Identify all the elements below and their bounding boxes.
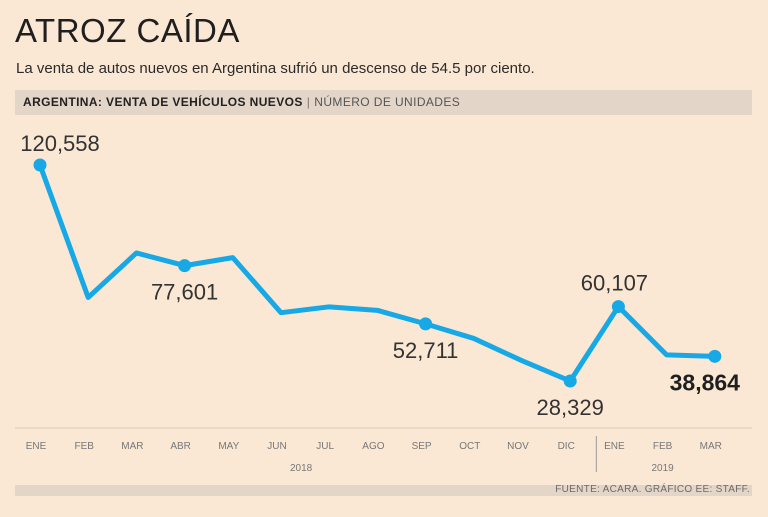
data-label: 77,601	[151, 280, 218, 305]
data-point-marker	[419, 317, 433, 331]
data-label: 38,864	[670, 369, 741, 395]
page-subtitle: La venta de autos nuevos en Argentina su…	[16, 60, 535, 77]
data-point-marker	[611, 300, 625, 314]
data-point-marker	[563, 374, 577, 388]
series-line	[37, 162, 718, 384]
x-tick-label: OCT	[459, 441, 480, 452]
data-point-marker	[708, 349, 722, 363]
x-tick-label: DIC	[558, 441, 575, 452]
x-tick-label: AGO	[362, 441, 384, 452]
data-label: 28,329	[537, 395, 604, 420]
chart-header-label: ARGENTINA: VENTA DE VEHÍCULOS NUEVOS	[23, 95, 303, 109]
x-tick-label: NOV	[507, 441, 529, 452]
x-tick-label: MAR	[121, 441, 143, 452]
x-axis: ENE FEB MAR ABR MAY JUN JUL AGO SEP OCT NOV DIC ENE F…	[15, 427, 752, 474]
marker-group	[33, 158, 722, 388]
x-tick-label: MAY	[218, 441, 239, 452]
chart-header-unit: NÚMERO DE UNIDADES	[314, 95, 461, 109]
page-title: ATROZ CAÍDA	[15, 12, 240, 49]
data-point-marker	[178, 259, 192, 273]
footer-band	[15, 485, 752, 496]
x-tick-label: ENE	[26, 441, 47, 452]
chart-header-band: ARGENTINA: VENTA DE VEHÍCULOS NUEVOS | NÚM…	[15, 90, 752, 115]
data-label: 120,558	[20, 131, 100, 156]
source-note: FUENTE: ACARA. GRÁFICO EE: STAFF.	[555, 484, 750, 495]
year-label: 2018	[290, 463, 313, 474]
x-tick-label: SEP	[412, 441, 432, 452]
x-tick-label: MAR	[700, 441, 722, 452]
year-label: 2019	[651, 463, 674, 474]
x-tick-label: FEB	[653, 441, 673, 452]
series-line-group	[37, 162, 718, 384]
data-label-group: 120,558 77,601 52,711 28,329 60,107 38,864	[20, 131, 740, 420]
x-tick-label: ENE	[604, 441, 625, 452]
data-point-marker	[33, 158, 47, 172]
x-tick-label: JUN	[267, 441, 286, 452]
x-tick-label: JUL	[316, 441, 334, 452]
data-label: 52,711	[393, 338, 459, 363]
x-tick-label: ABR	[170, 441, 191, 452]
data-label: 60,107	[581, 271, 648, 296]
x-tick-label: FEB	[74, 441, 94, 452]
header-separator: |	[306, 95, 311, 109]
